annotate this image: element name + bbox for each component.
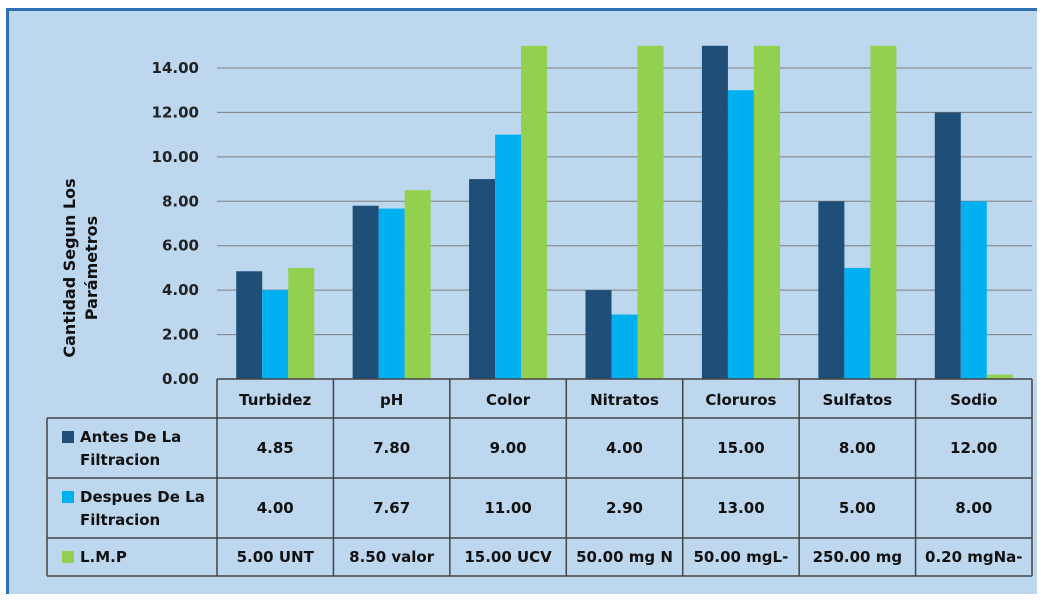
y-axis-title: Cantidad Segun Los: [60, 178, 79, 357]
table-cell: 7.67: [373, 499, 410, 517]
table-cell: 50.00 mgL-: [694, 548, 789, 566]
table-cell: 11.00: [484, 499, 531, 517]
y-tick-label: 6.00: [162, 237, 199, 255]
table-cell: 15.00 UCV: [464, 548, 552, 566]
bar: [701, 45, 728, 380]
table-cell: 0.20 mgNa-: [925, 548, 1023, 566]
x-tick-label: Color: [486, 391, 531, 409]
bar: [611, 314, 638, 379]
y-tick-label: 4.00: [162, 281, 199, 299]
bar: [986, 374, 1013, 379]
bar: [585, 290, 612, 379]
table-cell: 15.00: [717, 439, 764, 457]
x-tick-label: Cloruros: [705, 391, 776, 409]
bar: [818, 201, 845, 379]
legend-label: Antes De La: [80, 428, 181, 446]
x-tick-label: Sodio: [950, 391, 997, 409]
table-cell: 13.00: [717, 499, 764, 517]
legend-label: Filtracion: [80, 511, 160, 529]
bar: [870, 45, 897, 380]
x-tick-label: Turbidez: [239, 391, 311, 409]
table-cell: 9.00: [490, 439, 527, 457]
bar: [495, 134, 522, 379]
bar: [727, 90, 754, 379]
bar: [378, 208, 405, 379]
y-tick-label: 8.00: [162, 192, 199, 210]
table-cell: 4.00: [257, 499, 294, 517]
y-tick-label: 0.00: [162, 370, 199, 388]
table-cell: 4.00: [606, 439, 643, 457]
legend-label: Filtracion: [80, 451, 160, 469]
table-cell: 7.80: [373, 439, 410, 457]
bar: [844, 267, 871, 379]
legend-label: Despues De La: [80, 488, 205, 506]
x-tick-label: Nitratos: [590, 391, 659, 409]
y-axis-title: Parámetros: [82, 216, 101, 320]
bar: [934, 112, 961, 379]
table-cell: 4.85: [257, 439, 294, 457]
legend-swatch: [62, 551, 74, 563]
legend-label: L.M.P: [80, 548, 127, 566]
bar: [637, 45, 664, 380]
table-cell: 5.00: [839, 499, 876, 517]
bar: [469, 179, 496, 379]
bar: [521, 45, 548, 380]
table-cell: 8.00: [839, 439, 876, 457]
table-cell: 8.50 valor: [349, 548, 435, 566]
table-cell: 8.00: [955, 499, 992, 517]
table-cell: 50.00 mg N: [576, 548, 673, 566]
y-tick-label: 10.00: [152, 148, 199, 166]
table-cell: 250.00 mg: [813, 548, 902, 566]
y-tick-label: 2.00: [162, 326, 199, 344]
x-tick-label: Sulfatos: [823, 391, 893, 409]
legend-swatch: [62, 431, 74, 443]
y-tick-label: 12.00: [152, 103, 199, 121]
bar: [262, 290, 289, 379]
table-cell: 12.00: [950, 439, 997, 457]
bar: [288, 267, 315, 379]
legend-swatch: [62, 491, 74, 503]
y-tick-label: 14.00: [152, 59, 199, 77]
bar: [352, 205, 379, 379]
bar: [960, 201, 987, 379]
table-cell: 2.90: [606, 499, 643, 517]
x-tick-label: pH: [380, 391, 403, 409]
bar: [753, 45, 780, 380]
bar: [404, 190, 431, 379]
bar: [236, 271, 263, 379]
table-cell: 5.00 UNT: [237, 548, 315, 566]
